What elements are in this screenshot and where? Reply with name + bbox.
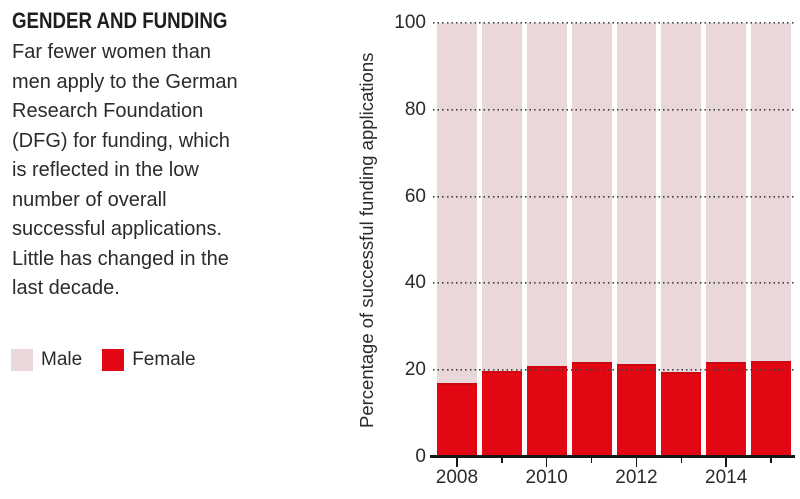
y-tick-label-0: 0 bbox=[415, 446, 426, 467]
female-segment-2008 bbox=[437, 383, 477, 457]
legend-item-female: Female bbox=[102, 349, 196, 371]
female-segment-2011 bbox=[571, 362, 612, 457]
bar-2012 bbox=[616, 23, 657, 457]
x-tick-label-2012: 2012 bbox=[615, 467, 658, 488]
x-tick-label-2014: 2014 bbox=[705, 467, 748, 488]
bar-2014 bbox=[706, 23, 747, 457]
legend: Male Female bbox=[11, 349, 196, 371]
x-tick-2011 bbox=[590, 458, 593, 463]
y-tick-label-20: 20 bbox=[404, 359, 426, 381]
female-segment-2015 bbox=[751, 360, 791, 457]
bar-2015 bbox=[751, 23, 791, 457]
male-segment-2010 bbox=[526, 23, 567, 366]
x-tick-2013 bbox=[680, 458, 683, 463]
x-tick-2015 bbox=[770, 458, 772, 463]
x-tick-2014 bbox=[725, 458, 727, 467]
gridline-40 bbox=[433, 282, 794, 285]
male-segment-2011 bbox=[571, 23, 612, 363]
bar-2008 bbox=[437, 23, 477, 457]
male-segment-2014 bbox=[706, 23, 747, 362]
y-tick-label-60: 60 bbox=[404, 185, 426, 207]
male-color-swatch bbox=[11, 349, 33, 371]
y-tick-label-80: 80 bbox=[404, 98, 426, 120]
x-tick-2012 bbox=[635, 458, 638, 467]
bar-2013 bbox=[661, 23, 702, 457]
gridline-60 bbox=[433, 195, 794, 198]
female-segment-2009 bbox=[481, 370, 522, 457]
male-segment-2012 bbox=[616, 23, 657, 365]
female-segment-2010 bbox=[526, 365, 567, 457]
bar-2010 bbox=[526, 23, 567, 457]
bar-2011 bbox=[571, 23, 612, 457]
x-tick-2008 bbox=[456, 458, 458, 467]
gridline-80 bbox=[433, 108, 794, 111]
page-title: GENDER AND FUNDING bbox=[12, 8, 228, 33]
legend-label-male: Male bbox=[41, 349, 83, 370]
female-color-swatch bbox=[102, 349, 125, 371]
description-text: Far fewer women than men apply to the Ge… bbox=[12, 41, 238, 299]
female-segment-2014 bbox=[706, 361, 747, 457]
x-axis-line bbox=[430, 455, 795, 458]
x-tick-label-2008: 2008 bbox=[435, 467, 479, 488]
y-tick-label-100: 100 bbox=[394, 12, 426, 33]
gridline-20 bbox=[433, 369, 794, 372]
x-tick-2010 bbox=[545, 458, 548, 467]
gridline-100 bbox=[433, 22, 794, 24]
female-segment-2012 bbox=[616, 364, 657, 457]
male-segment-2015 bbox=[751, 23, 791, 361]
y-axis-label: Percentage of successful funding applica… bbox=[356, 52, 377, 428]
y-tick-label-40: 40 bbox=[404, 272, 426, 294]
male-segment-2008 bbox=[437, 23, 477, 384]
x-tick-2009 bbox=[501, 458, 503, 463]
female-segment-2013 bbox=[661, 371, 702, 457]
bar-2009 bbox=[481, 23, 522, 457]
legend-label-female: Female bbox=[132, 349, 196, 370]
legend-item-male: Male bbox=[11, 349, 82, 371]
x-tick-label-2010: 2010 bbox=[525, 467, 568, 488]
plot-area bbox=[437, 23, 791, 457]
